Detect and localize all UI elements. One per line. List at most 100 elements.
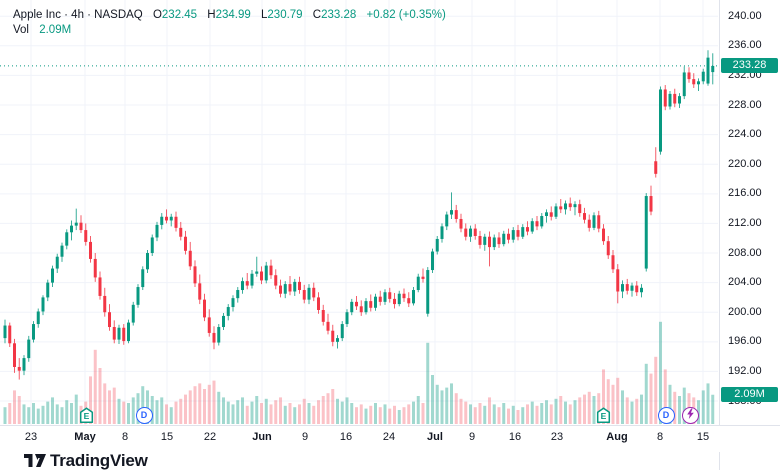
volume-bar xyxy=(469,404,472,424)
price-tick-label: 200.00 xyxy=(728,305,762,318)
volume-bar xyxy=(459,398,463,424)
candle-body xyxy=(269,265,273,276)
dividend-badge[interactable]: D xyxy=(657,407,675,424)
candle-body xyxy=(459,218,463,229)
tradingview-logo[interactable]: TradingView xyxy=(24,451,148,470)
volume-bar xyxy=(255,396,259,424)
volume-bar xyxy=(241,397,244,424)
candle-body xyxy=(89,241,92,259)
time-tick-label: 15 xyxy=(160,431,174,443)
candle-body xyxy=(535,221,539,227)
candle-body xyxy=(663,89,667,107)
volume-bar xyxy=(378,407,382,424)
volume-bar xyxy=(8,403,12,424)
candle-body xyxy=(407,298,411,304)
volume-bar xyxy=(597,393,601,424)
volume-bar xyxy=(264,398,268,424)
volume-bar xyxy=(51,397,54,424)
earnings-badge[interactable]: E xyxy=(595,407,612,424)
candle-body xyxy=(502,233,506,245)
candle-body xyxy=(108,312,111,328)
earnings-badge[interactable]: E xyxy=(78,407,95,424)
candle-body xyxy=(46,282,50,298)
volume-bar xyxy=(32,403,35,424)
volume-bar xyxy=(298,404,301,424)
volume-bar xyxy=(602,369,605,424)
volume-bar xyxy=(336,398,339,424)
volume-bar xyxy=(245,405,249,424)
volume-bar xyxy=(340,401,344,424)
volume-bar xyxy=(27,407,31,424)
candle-body xyxy=(545,212,548,217)
candle-body xyxy=(236,290,240,299)
candle-body xyxy=(250,273,254,286)
price-tick-label: 220.00 xyxy=(728,157,762,170)
candle-body xyxy=(644,196,648,269)
volume-bar xyxy=(317,400,320,424)
candle-body xyxy=(293,281,297,292)
volume-bar xyxy=(663,369,667,424)
volume-bar xyxy=(41,405,45,424)
candle-body xyxy=(22,358,26,371)
candle-body xyxy=(222,315,225,328)
price-tick-label: 216.00 xyxy=(728,187,762,200)
candle-body xyxy=(198,283,202,300)
candle-body xyxy=(298,281,301,291)
volume-bar xyxy=(682,387,686,424)
volume-bar xyxy=(345,397,349,424)
time-tick-label: 16 xyxy=(508,431,522,443)
volume-bar xyxy=(293,407,297,424)
candle-body xyxy=(141,269,145,288)
dividend-badge[interactable]: D xyxy=(135,407,153,424)
volume-bar xyxy=(402,407,406,424)
candle-body xyxy=(55,256,59,269)
volume-bar xyxy=(179,398,183,424)
volume-bar xyxy=(364,408,368,424)
price-tick-label: 224.00 xyxy=(728,128,762,141)
price-tick-label: 240.00 xyxy=(728,9,762,22)
volume-bar xyxy=(407,404,411,424)
candle-body xyxy=(312,287,316,298)
volume-bar xyxy=(393,405,396,424)
volume-bar xyxy=(169,407,173,424)
volume-bar xyxy=(165,404,168,424)
volume-bar xyxy=(412,401,415,424)
volume-bar xyxy=(535,405,539,424)
candle-body xyxy=(697,81,700,85)
volume-bar xyxy=(649,373,653,424)
time-tick-label: Jun xyxy=(252,431,272,443)
candle-body xyxy=(606,241,610,256)
time-tick-label: May xyxy=(74,431,96,443)
volume-bar xyxy=(117,398,121,424)
volume-bar xyxy=(312,405,316,424)
volume-bar xyxy=(3,407,7,424)
volume-bar xyxy=(160,397,164,424)
volume-bar xyxy=(435,384,439,424)
event-lightning-badge[interactable] xyxy=(681,407,699,424)
candle-body xyxy=(587,219,591,228)
candle-body xyxy=(27,339,31,359)
volume-bar xyxy=(445,387,449,424)
volume-bar xyxy=(711,394,715,424)
volume-bar xyxy=(507,408,510,424)
volume-bar xyxy=(583,394,586,424)
candle-body xyxy=(207,317,211,333)
symbol-title[interactable]: Apple Inc · 4h · NASDAQ xyxy=(13,9,143,21)
candle-body xyxy=(160,216,164,225)
volume-bar xyxy=(440,390,444,424)
price-axis[interactable]: 240.00 236.00 232.00 228.00 224.00 220.00 216.… xyxy=(719,0,780,470)
volume-bar xyxy=(450,383,453,424)
candle-body xyxy=(659,89,662,152)
candle-body xyxy=(32,324,35,340)
candle-body xyxy=(701,71,705,82)
candle-body xyxy=(412,290,415,304)
volume-bar xyxy=(198,383,202,424)
candle-body xyxy=(340,324,344,339)
candle-body xyxy=(226,307,230,316)
time-axis[interactable]: 23 May 8 15 22 Jun 9 16 24 Jul 9 16 23 Aug 8 15 xyxy=(0,425,780,452)
candle-body xyxy=(621,284,624,292)
volume-bar xyxy=(98,368,102,424)
volume-bar xyxy=(222,397,225,424)
volume-bar xyxy=(359,404,363,424)
